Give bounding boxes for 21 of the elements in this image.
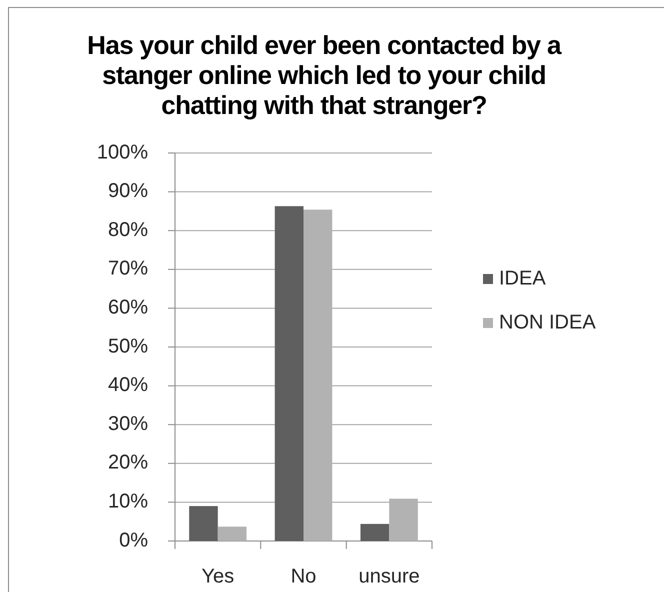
y-tick-label: 30% bbox=[108, 412, 148, 435]
chart-title: Has your child ever been contacted by a stanger online which led to your child chatting with that stranger? bbox=[87, 30, 562, 120]
bar bbox=[360, 524, 390, 541]
legend-label: IDEA bbox=[499, 267, 546, 290]
x-tick-label: No bbox=[290, 565, 316, 588]
bar bbox=[218, 526, 247, 541]
bar bbox=[274, 206, 304, 541]
y-tick-label: 80% bbox=[108, 218, 148, 241]
y-tick-label: 60% bbox=[108, 296, 148, 318]
y-tick-label: 90% bbox=[108, 180, 148, 202]
y-tick-label: 40% bbox=[108, 374, 148, 396]
y-tick-label: 0% bbox=[119, 529, 148, 552]
x-tick-label: Yes bbox=[202, 565, 234, 588]
x-tick-label: unsure bbox=[358, 565, 420, 588]
y-tick-label: 20% bbox=[108, 452, 148, 474]
y-tick-label: 70% bbox=[108, 258, 148, 280]
bar bbox=[189, 506, 218, 541]
y-tick-label: 10% bbox=[108, 490, 148, 512]
y-tick-label: 100% bbox=[96, 141, 148, 164]
legend-label: NON IDEA bbox=[499, 311, 596, 334]
y-tick-label: 50% bbox=[108, 335, 148, 358]
